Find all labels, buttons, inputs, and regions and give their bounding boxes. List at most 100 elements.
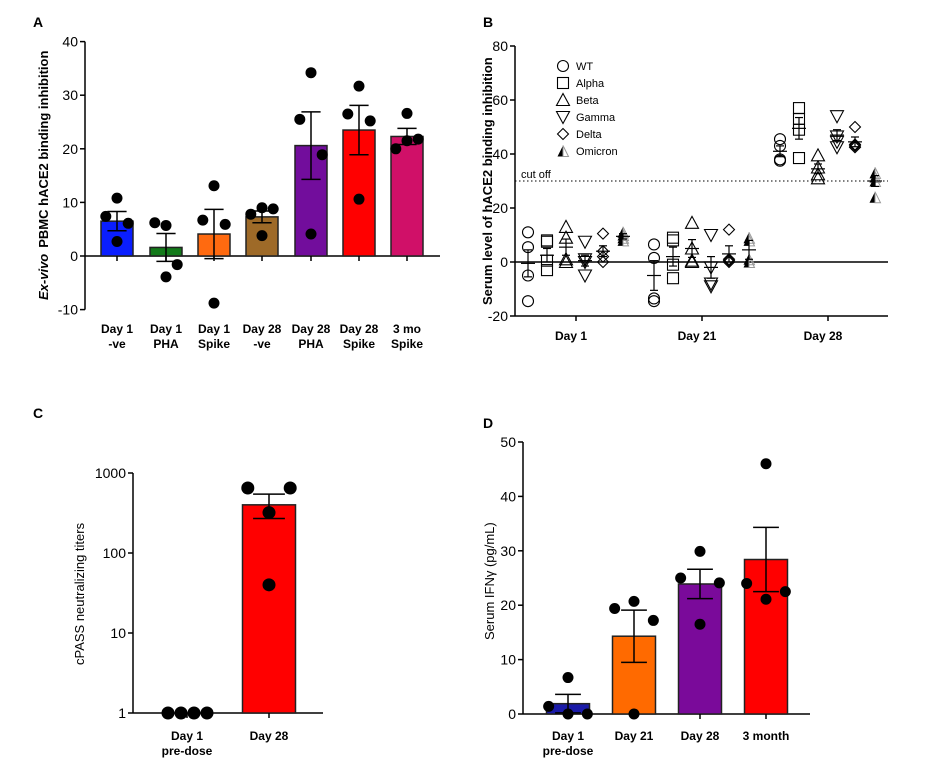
panel-c-category-label: Day 1: [171, 729, 203, 743]
panel-a-data-point: [197, 214, 209, 226]
panel-b-y-tick-label: 80: [492, 38, 508, 54]
panel-b-legend-label: Delta: [576, 129, 603, 141]
panel-b-data-point: [848, 139, 862, 153]
panel-c-data-point: [161, 706, 175, 720]
panel-a-data-point: [160, 219, 172, 231]
panel-a-data-point: [267, 203, 279, 215]
panel-a-category-label: PHA: [298, 337, 324, 351]
panel-a-category-label: Day 28: [340, 322, 379, 336]
panel-b-data-point: [521, 295, 535, 308]
panel-c-bar: [241, 504, 297, 714]
panel-b-data-point-outline: [622, 234, 630, 247]
panel-d-y-tick-label: 20: [500, 597, 516, 613]
panel-b-y-tick-label: 0: [500, 254, 508, 270]
panel-b-data-point: [773, 133, 787, 146]
panel-a-bar: [390, 135, 424, 257]
panel-b-data-point: [810, 147, 826, 162]
panel-b-data-point: [666, 234, 680, 247]
panel-c-category-label: Day 28: [250, 729, 289, 743]
panel-a-category-label: Spike: [343, 337, 375, 351]
panel-b-data-point: [722, 254, 736, 267]
panel-d-data-point: [628, 595, 640, 607]
panel-b-y-tick-label: -20: [488, 308, 508, 324]
panel-b-data-point: [848, 120, 862, 134]
panel-b-legend-label: Beta: [576, 95, 600, 107]
panel-a-data-point: [390, 143, 402, 155]
panel-b-data-point: [577, 253, 593, 267]
panel-b-data-point: [540, 264, 554, 277]
panel-b-legend-marker: [556, 76, 570, 90]
panel-a-data-point: [305, 228, 317, 240]
panel-a-data-point: [256, 202, 268, 214]
panel-b-data-point: [558, 219, 574, 233]
panel-a-category-label: Spike: [198, 337, 230, 351]
panel-a-data-point: [412, 133, 424, 145]
panel-d-category-label: 3 month: [743, 729, 790, 743]
panel-d-data-point: [609, 602, 621, 614]
panel-a-data-point: [100, 210, 112, 222]
panel-b-data-point: [521, 226, 535, 239]
panel-b-data-point: [647, 295, 661, 308]
panel-a-category-label: -ve: [253, 337, 271, 351]
panel-d-data-point: [779, 586, 791, 598]
panel-d-category-label: Day 21: [615, 729, 654, 743]
panel-b-data-point: [703, 228, 719, 243]
panel-a-data-point: [208, 297, 220, 309]
panel-a-y-tick-label: 30: [62, 87, 78, 103]
panel-a-data-point: [305, 67, 317, 79]
panel-d-data-point: [562, 708, 574, 720]
panel-a-category-label: -ve: [108, 337, 126, 351]
panel-b-legend-label: Alpha: [576, 78, 605, 90]
panel-a-category-label: Day 1: [101, 322, 133, 336]
panel-b-data-point: [577, 269, 593, 284]
panel-c-data-point: [187, 706, 201, 720]
panel-b-data-point: [596, 250, 610, 263]
panel-b-data-point: [577, 235, 593, 250]
panel-b-data-point: [558, 254, 574, 269]
panel-d-data-point: [694, 618, 706, 630]
panel-b-data-point: [848, 140, 862, 154]
panel-a-data-point: [171, 259, 183, 271]
panel-label-c: C: [33, 405, 43, 421]
panel-a-data-point: [353, 193, 365, 205]
panel-b-legend-label: Omicron: [576, 146, 618, 158]
panel-c-y-tick-label: 10: [110, 625, 126, 641]
panel-d-data-point: [581, 708, 593, 720]
panel-c-y-tick-label: 1000: [95, 465, 126, 481]
panel-b-y-tick-label: 40: [492, 146, 508, 162]
panel-b-data-point: [684, 252, 700, 267]
panel-b-legend-marker: [555, 110, 571, 125]
panel-c-data-point: [262, 578, 276, 592]
panel-b-data-point: [829, 110, 845, 124]
panel-b-data-point: [848, 138, 862, 151]
panel-a-category-label: PHA: [153, 337, 179, 351]
panel-a-y-tick-label: -10: [58, 302, 78, 318]
panel-d-data-point: [694, 545, 706, 557]
panel-a-category-label: Day 28: [243, 322, 282, 336]
panel-c-category-label: pre-dose: [162, 744, 213, 758]
panel-label-a: A: [33, 14, 43, 30]
panel-b-legend-label: Gamma: [576, 112, 616, 124]
panel-b-data-point: [722, 255, 736, 269]
panel-b-legend-label: WT: [576, 61, 593, 73]
panel-a-y-tick-label: 0: [70, 248, 78, 264]
panel-a-data-point: [401, 135, 413, 147]
panel-a-data-point: [245, 208, 257, 220]
panel-a-category-label: Spike: [391, 337, 423, 351]
panel-c-data-point: [200, 706, 214, 720]
panel-d-data-point: [562, 672, 574, 684]
panel-b-data-point: [722, 253, 736, 266]
panel-a-category-label: 3 mo: [393, 322, 421, 336]
panel-c-data-point: [174, 706, 188, 720]
panel-d-y-tick-label: 50: [500, 434, 516, 450]
panel-b-data-point: [647, 238, 661, 251]
panel-b-y-axis-label: Serum level of hACE2 binding inhibition: [480, 57, 495, 305]
panel-b-data-point: [617, 234, 623, 246]
panel-c-data-point: [241, 481, 255, 495]
panel-b-data-point-outline: [748, 231, 756, 244]
panel-d-y-axis-label: Serum IFNγ (pg/mL): [482, 522, 497, 640]
panel-d-y-tick-label: 0: [508, 706, 516, 722]
panel-a-y-tick-label: 40: [62, 34, 78, 50]
panel-d-bar: [677, 583, 723, 715]
panel-c-data-point: [283, 481, 297, 495]
